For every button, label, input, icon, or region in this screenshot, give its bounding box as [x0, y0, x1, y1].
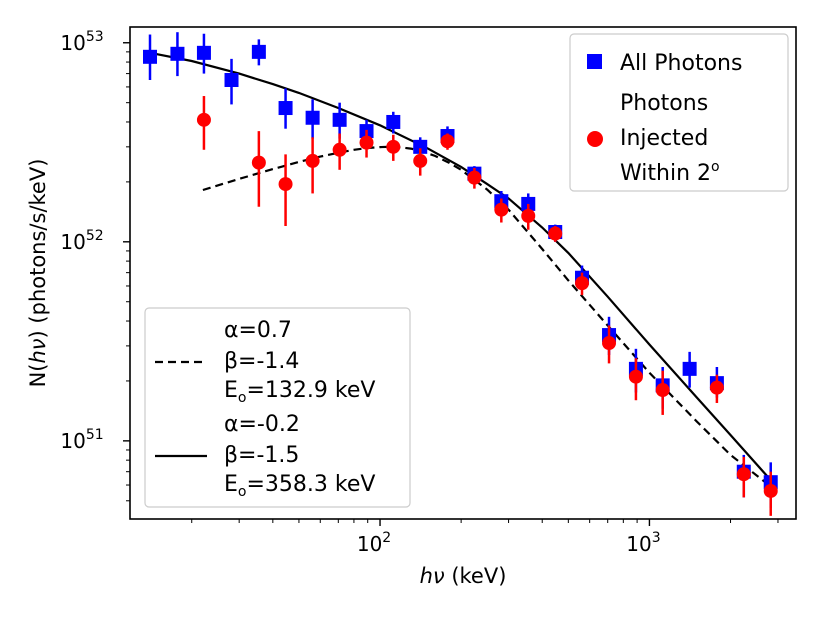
x-tick-mantissa: 10 [357, 532, 382, 556]
y-tick-mantissa: 10 [60, 31, 85, 55]
fit1-alpha: α=0.7 [224, 318, 292, 343]
data-point-circle [655, 383, 670, 398]
data-point-circle [575, 276, 590, 291]
fit-legend-box [144, 307, 411, 508]
data-point-circle [602, 336, 617, 351]
y-axis-label-symbol: hν [26, 338, 50, 363]
data-point-square [386, 114, 401, 129]
series-injected-photons [196, 96, 778, 516]
x-axis-label-symbol: hν [420, 564, 445, 588]
legend-photons-line2: Injected [620, 126, 708, 151]
fit2-e0-prefix: E [224, 472, 238, 497]
data-point-square [305, 110, 320, 125]
fit1-e0-sub: o [238, 390, 247, 406]
data-point-circle [332, 142, 347, 157]
data-point-circle [359, 135, 374, 150]
legend-circle-marker [587, 131, 603, 147]
data-point-circle [386, 139, 401, 154]
data-point-square [143, 49, 158, 64]
fit2-alpha: α=-0.2 [224, 412, 300, 437]
x-tick-exponent: 2 [382, 530, 391, 546]
data-point-circle [251, 155, 266, 170]
fit-legend: α=0.7 β=-1.4 Eo=132.9 keV α=-0.2 β=-1.5 … [144, 307, 411, 508]
data-point-circle [763, 483, 778, 498]
data-point-circle [305, 153, 320, 168]
y-tick-exponent: 52 [86, 228, 104, 244]
x-axis-ticks: 102 103 [191, 519, 779, 556]
data-point-circle [278, 177, 293, 192]
data-point-circle [521, 208, 536, 223]
data-point-square [251, 44, 266, 59]
y-tick-label: 1052 [60, 228, 103, 254]
marker-legend-box [569, 33, 789, 192]
x-tick-label: 102 [357, 530, 391, 556]
fit2-e0: Eo=358.3 keV [224, 472, 375, 500]
data-point-square [332, 112, 347, 127]
data-point-square [224, 73, 239, 88]
data-point-circle [628, 369, 643, 384]
fit1-e0-prefix: E [224, 378, 238, 403]
legend-photons-line3: Within 2o [620, 159, 720, 186]
legend-within-text: Within 2 [620, 161, 711, 186]
fit1-e0-value: =132.9 keV [246, 378, 375, 403]
y-axis-label-pre: N( [26, 364, 50, 388]
data-point-square [278, 101, 293, 116]
legend-photons-line1: Photons [620, 91, 708, 116]
data-series [143, 32, 778, 516]
x-tick-mantissa: 10 [626, 532, 651, 556]
data-point-circle [196, 112, 211, 127]
y-tick-exponent: 51 [86, 427, 104, 443]
fit1-beta: β=-1.4 [224, 349, 299, 374]
y-tick-mantissa: 10 [60, 230, 85, 254]
data-point-square [413, 139, 428, 154]
data-point-circle [440, 134, 455, 149]
legend-square-marker [587, 54, 602, 69]
fit2-e0-sub: o [238, 484, 247, 500]
y-axis-label-post: ) (photons/s/keV) [26, 159, 50, 339]
y-tick-label: 1051 [60, 427, 103, 453]
x-axis-label-unit: (keV) [445, 564, 507, 588]
fit2-beta: β=-1.5 [224, 443, 299, 468]
x-axis-label: hν (keV) [420, 564, 507, 588]
data-point-square [682, 361, 697, 376]
data-point-circle [494, 202, 509, 217]
data-point-circle [709, 380, 724, 395]
marker-legend: All Photons Photons Injected Within 2o [569, 33, 789, 192]
data-point-circle [467, 170, 482, 185]
y-tick-mantissa: 10 [60, 429, 85, 453]
data-point-circle [413, 153, 428, 168]
x-tick-exponent: 3 [652, 530, 661, 546]
data-point-square [170, 46, 185, 61]
legend-degree-sup: o [711, 159, 720, 175]
x-tick-label: 103 [626, 530, 660, 556]
data-point-circle [736, 467, 751, 482]
legend-all-photons: All Photons [620, 51, 742, 76]
y-tick-exponent: 53 [86, 29, 104, 45]
data-point-circle [548, 226, 563, 241]
fit1-e0: Eo=132.9 keV [224, 378, 375, 406]
fit2-e0-value: =358.3 keV [246, 472, 375, 497]
y-tick-label: 1053 [60, 29, 103, 55]
data-point-square [196, 45, 211, 60]
y-axis-label: N(hν) (photons/s/keV) [26, 159, 50, 388]
